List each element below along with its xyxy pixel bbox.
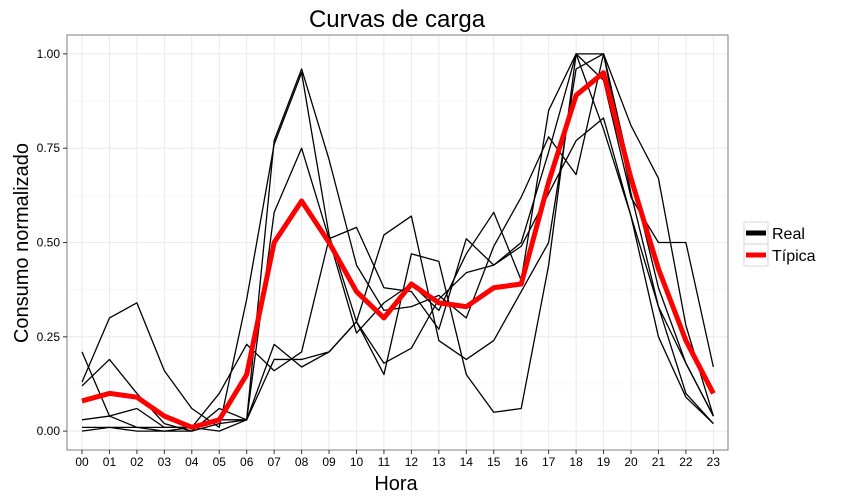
x-tick-label: 19: [597, 455, 611, 469]
x-tick-label: 07: [267, 455, 281, 469]
x-tick-label: 03: [158, 455, 172, 469]
x-tick-label: 23: [707, 455, 721, 469]
x-tick-label: 16: [515, 455, 529, 469]
x-tick-label: 22: [679, 455, 693, 469]
chart-title: Curvas de carga: [309, 6, 486, 33]
series-line-real-3: [81, 53, 714, 432]
series-line-tipica: [81, 70, 716, 430]
x-tick-label: 06: [240, 455, 254, 469]
y-tick-label: 0.00: [37, 424, 61, 438]
y-tick-label: 0.25: [37, 330, 61, 344]
x-tick-label: 15: [487, 455, 501, 469]
x-tick-label: 18: [569, 455, 583, 469]
plot-panel: 0.00 0.25 0.50 0.75 1.00 00 01 02 03 04 05 06 07 08 09…: [37, 34, 729, 469]
y-tick-label: 0.50: [37, 236, 61, 250]
x-tick-label: 17: [542, 455, 556, 469]
x-tick-label: 04: [185, 455, 199, 469]
x-tick-label: 20: [624, 455, 638, 469]
y-axis-title: Consumo normalizado: [11, 143, 33, 343]
x-axis-title: Hora: [374, 473, 418, 495]
y-tick-label: 0.75: [37, 141, 61, 155]
x-tick-label: 21: [652, 455, 666, 469]
x-tick-label: 01: [103, 455, 117, 469]
legend-label-real: Real: [772, 226, 805, 243]
legend: Real Típica: [743, 221, 816, 267]
series-line-real-1: [81, 53, 714, 429]
x-tick-label: 05: [213, 455, 227, 469]
x-tick-label: 12: [405, 455, 419, 469]
y-tick-label: 1.00: [37, 47, 61, 61]
x-tick-label: 09: [322, 455, 336, 469]
x-tick-label: 11: [378, 455, 391, 469]
x-tick-label: 13: [432, 455, 446, 469]
x-tick-label: 14: [460, 455, 474, 469]
x-tick-label: 00: [75, 455, 89, 469]
x-tick-label: 10: [350, 455, 364, 469]
x-tick-label: 02: [130, 455, 144, 469]
x-tick-label: 08: [295, 455, 309, 469]
legend-label-tipica: Típica: [772, 248, 816, 265]
